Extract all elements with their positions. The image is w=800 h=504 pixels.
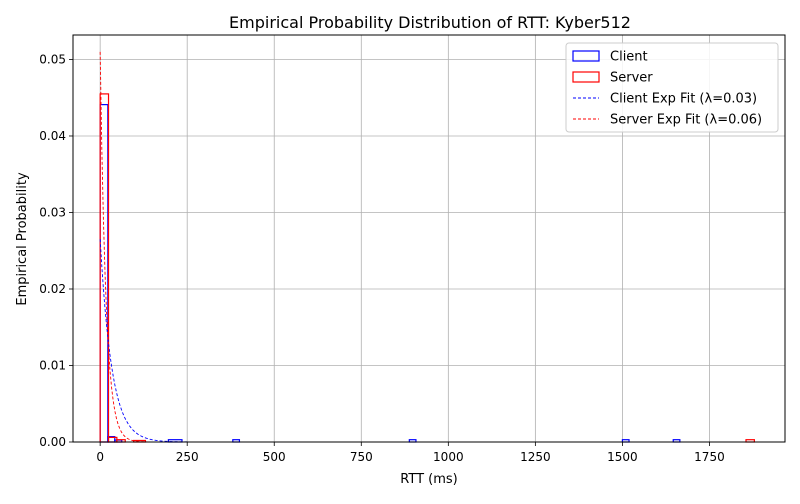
y-tick-label: 0.04 — [39, 129, 66, 143]
x-axis-ticks: 0 250 500 750 1000 1250 1500 1750 — [96, 442, 725, 464]
legend-label: Server Exp Fit (λ=0.06) — [610, 113, 762, 128]
y-tick-label: 0.01 — [39, 358, 66, 372]
x-tick-label: 1750 — [694, 450, 725, 464]
x-tick-label: 1250 — [520, 450, 551, 464]
legend-box — [565, 42, 779, 133]
legend-swatch-box — [572, 71, 600, 83]
y-tick-label: 0.00 — [39, 435, 66, 449]
legend-label: Client — [610, 50, 648, 65]
legend-swatch-box — [572, 50, 600, 62]
y-tick-label: 0.02 — [39, 282, 66, 296]
client-exp-fit-curve — [99, 239, 755, 443]
x-tick-label: 750 — [350, 450, 373, 464]
y-tick-label: 0.03 — [39, 205, 66, 219]
legend-label: Server — [610, 71, 653, 86]
histogram-bars — [99, 93, 755, 443]
plot-frame — [72, 34, 786, 443]
x-tick-label: 1500 — [607, 450, 638, 464]
client-histogram-bar — [99, 104, 109, 443]
y-axis-ticks: 0.00 0.01 0.02 0.03 0.04 0.05 — [39, 52, 73, 449]
x-tick-label: 500 — [263, 450, 286, 464]
x-axis-label: RTT (ms) — [400, 472, 457, 487]
y-axis-label: Empirical Probability — [15, 172, 30, 306]
legend: Client Server Client Exp Fit (λ=0.03) Serve… — [565, 42, 779, 133]
legend-label: Client Exp Fit (λ=0.03) — [610, 92, 757, 107]
x-tick-label: 250 — [176, 450, 199, 464]
x-tick-label: 1000 — [433, 450, 464, 464]
x-tick-label: 0 — [96, 450, 104, 464]
chart-title: Empirical Probability Distribution of RT… — [229, 13, 631, 32]
y-tick-label: 0.05 — [39, 52, 66, 66]
